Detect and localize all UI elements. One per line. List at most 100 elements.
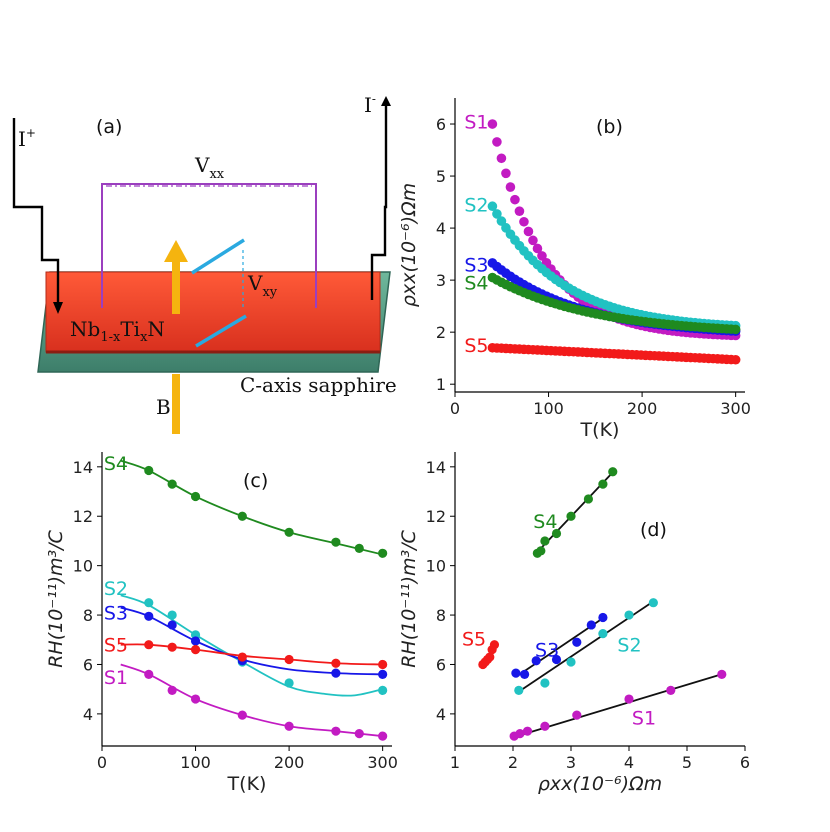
y-tick-label: 14 (426, 458, 446, 477)
data-point-s2 (144, 598, 154, 608)
data-point-s1 (540, 721, 550, 731)
y-axis-label: RH(10⁻¹¹)m³/C (398, 529, 420, 667)
data-point-s1 (505, 182, 516, 192)
data-point-s2 (540, 678, 550, 688)
data-point-s5 (331, 658, 341, 668)
data-point-s2 (167, 610, 177, 620)
x-tick-label: 300 (720, 399, 751, 418)
x-tick-label: 0 (450, 399, 460, 418)
x-tick-label: 4 (624, 753, 634, 772)
data-point-s5 (730, 354, 741, 365)
data-point-s1 (514, 206, 525, 216)
data-point-s2 (514, 685, 524, 696)
x-tick-label: 100 (533, 399, 564, 418)
film-label: Nb1-xTixN (70, 317, 165, 345)
y-tick-label: 12 (426, 507, 446, 526)
x-axis-label: ρxx(10⁻⁶)Ωm (538, 773, 662, 795)
panel-label: (d) (640, 519, 667, 541)
x-axis-label: T(K) (227, 773, 267, 795)
data-point-s1 (717, 669, 727, 679)
fit-line-s1 (120, 663, 383, 738)
x-tick-label: 100 (180, 753, 211, 772)
field-label: B (156, 395, 171, 419)
data-point-s4 (536, 546, 546, 556)
data-point-s4 (551, 528, 562, 539)
data-point-s4 (354, 543, 364, 553)
series-label-s1: S1 (104, 667, 128, 689)
data-point-s1 (501, 168, 511, 179)
data-point-s2 (487, 201, 498, 212)
data-point-s1 (167, 685, 177, 696)
fit-line-s2 (120, 594, 383, 697)
data-point-s1 (624, 694, 634, 704)
data-point-s2 (492, 209, 502, 219)
data-point-s3 (190, 636, 201, 646)
y-tick-label: 8 (436, 606, 446, 625)
data-point-s3 (531, 656, 541, 666)
y-tick-label: 8 (83, 606, 93, 625)
x-tick-label: 6 (740, 753, 750, 772)
y-tick-label: 1 (436, 375, 446, 394)
data-point-s4 (331, 537, 341, 547)
data-point-s5 (144, 640, 154, 650)
x-tick-label: 3 (566, 753, 576, 772)
data-point-s1 (284, 721, 294, 731)
series-label-s4: S4 (464, 273, 488, 295)
data-point-s2 (378, 685, 388, 696)
y-tick-label: 6 (83, 655, 93, 674)
data-point-s1 (515, 729, 525, 739)
data-point-s3 (598, 612, 608, 623)
hall-probe-bottom (195, 314, 247, 348)
series-label-s5: S5 (104, 635, 128, 657)
i-minus-label: I- (364, 92, 376, 117)
substrate-label: C-axis sapphire (240, 373, 397, 397)
data-point-s3 (167, 620, 177, 630)
data-point-s5 (237, 652, 247, 662)
data-point-s4 (598, 479, 608, 489)
data-point-s1 (528, 235, 538, 246)
series-label-s5: S5 (462, 629, 486, 651)
y-tick-label: 4 (436, 705, 446, 724)
chart-panel-b: 0 100 200 300 1 2 3 4 5 6 T(K) ρxx(10⁻⁶)Ωm (b) S1 S2 S3… (398, 98, 751, 441)
series-label-s4: S4 (533, 511, 557, 533)
data-point-s1 (487, 119, 498, 129)
data-point-s5 (190, 645, 201, 655)
data-point-s4 (583, 494, 594, 504)
data-point-s4 (144, 465, 154, 476)
current-minus-arrow-icon (381, 96, 391, 106)
y-tick-label: 10 (426, 557, 446, 576)
x-tick-label: 1 (450, 753, 460, 772)
y-tick-label: 4 (436, 219, 446, 238)
data-point-s4 (540, 536, 550, 546)
y-tick-label: 10 (73, 557, 93, 576)
y-tick-label: 4 (83, 705, 93, 724)
vxx-probes (101, 183, 317, 308)
series-label-s4: S4 (104, 453, 128, 475)
series-label-s1: S1 (464, 111, 488, 133)
data-point-s1 (522, 726, 533, 736)
data-point-s1 (492, 137, 502, 147)
data-point-s1 (237, 710, 247, 720)
data-point-s3 (572, 637, 582, 647)
y-tick-label: 2 (436, 323, 446, 342)
y-axis-label: RH(10⁻¹¹)m³/C (45, 529, 67, 667)
data-point-s2 (598, 628, 608, 639)
chart-panel-c: 0 100 200 300 4 6 8 10 12 14 T(K) RH(10⁻¹¹)m³/C (c) S… (45, 452, 398, 795)
data-point-s4 (566, 511, 576, 521)
series-label-s3: S3 (104, 603, 128, 625)
data-point-s1 (354, 729, 364, 739)
chart-panel-d: 1 2 3 4 5 6468101214ρxx(10⁻⁶)ΩmRH(10⁻¹¹)m³/C(… (398, 452, 750, 795)
data-point-s3 (511, 668, 521, 678)
device-schematic: (a) I+ I- Vxx Vxy Nb1-xTixN C-axis sapph… (12, 92, 397, 434)
current-lead-plus (12, 118, 60, 310)
x-tick-label: 5 (682, 753, 692, 772)
x-axis-label: T(K) (580, 419, 620, 441)
data-point-s1 (532, 243, 543, 254)
x-tick-label: 300 (367, 753, 398, 772)
y-tick-label: 6 (436, 115, 446, 134)
vxy-label: Vxy (247, 271, 278, 300)
data-point-s2 (624, 610, 634, 620)
data-point-s4 (378, 548, 388, 558)
y-tick-label: 14 (73, 458, 93, 477)
panel-label: (c) (243, 470, 268, 492)
